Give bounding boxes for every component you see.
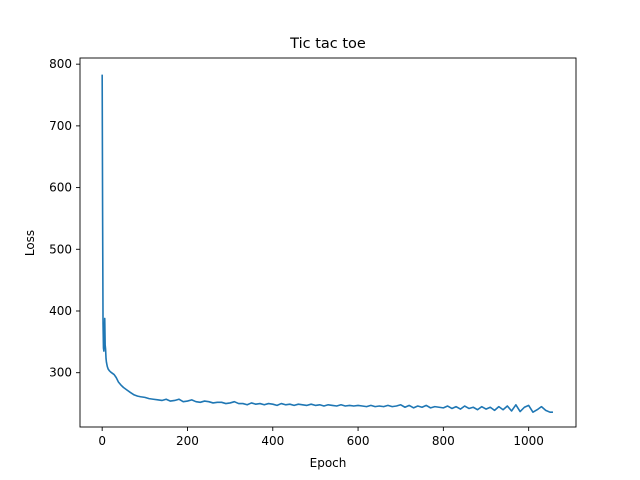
x-tick-label: 200 [176, 434, 199, 448]
y-tick-label: 300 [49, 366, 72, 380]
x-axis-label: Epoch [310, 456, 347, 470]
plot-frame [79, 57, 577, 428]
x-tick-label: 1000 [513, 434, 544, 448]
y-axis: 300 400 500 600 700 800 [49, 57, 80, 380]
y-axis-label: Loss [23, 230, 37, 256]
x-tick-label: 0 [98, 434, 106, 448]
x-tick-label: 800 [432, 434, 455, 448]
y-tick-label: 400 [49, 304, 72, 318]
series-line-loss [101, 74, 553, 413]
chart-title: Tic tac toe [289, 36, 366, 52]
y-tick-label: 700 [49, 119, 72, 133]
plot-area [79, 57, 577, 428]
y-tick-label: 800 [49, 57, 72, 71]
y-tick-label: 500 [49, 242, 72, 256]
x-tick-label: 600 [347, 434, 370, 448]
x-axis: 0 200 400 600 800 1000 [98, 427, 544, 448]
x-tick-label: 400 [261, 434, 284, 448]
y-tick-label: 600 [49, 181, 72, 195]
